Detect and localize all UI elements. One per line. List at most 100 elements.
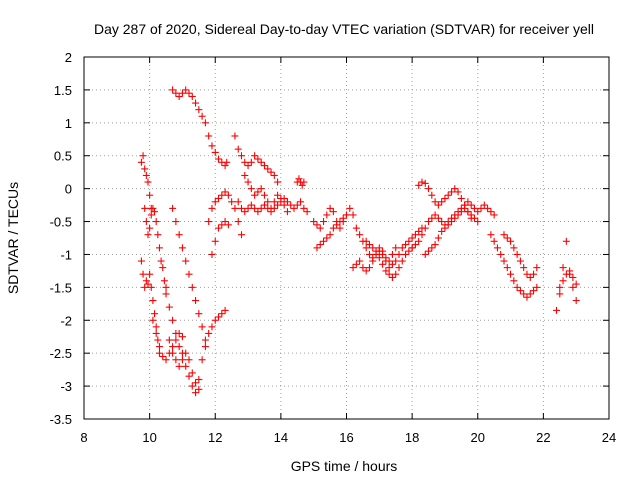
data-point (320, 218, 328, 226)
data-point (234, 198, 242, 206)
data-point (192, 99, 200, 107)
data-point (139, 152, 147, 160)
data-point (137, 158, 145, 166)
data-point (356, 231, 364, 239)
data-point (464, 198, 472, 206)
data-point (264, 165, 272, 173)
data-point (205, 218, 213, 226)
data-point (185, 89, 193, 97)
data-point (431, 241, 439, 249)
data-point (298, 181, 306, 189)
data-point (257, 185, 265, 193)
data-point (405, 237, 413, 245)
data-point (224, 191, 232, 199)
data-point (395, 264, 403, 272)
data-point (211, 316, 219, 324)
data-point (507, 270, 515, 278)
data-point (192, 389, 200, 397)
data-point (223, 158, 231, 166)
data-point (526, 290, 534, 298)
data-point (185, 372, 193, 380)
data-point (388, 273, 396, 281)
data-point (470, 204, 478, 212)
data-point (141, 204, 149, 212)
data-point (530, 270, 538, 278)
x-tick-labels: 8 10 12 14 16 18 20 22 24 (80, 430, 616, 445)
data-point (182, 362, 190, 370)
data-point (169, 349, 177, 357)
data-point (556, 290, 564, 298)
data-point (208, 323, 216, 331)
data-point (365, 250, 373, 258)
data-point (379, 260, 387, 268)
data-point (428, 214, 436, 222)
data-point (154, 231, 162, 239)
data-point (146, 270, 154, 278)
data-point (418, 231, 426, 239)
data-point (398, 244, 406, 252)
data-point (530, 287, 538, 295)
data-point (457, 208, 465, 216)
y-tick-label: 2 (65, 50, 72, 65)
data-point (411, 231, 419, 239)
data-point (444, 221, 452, 229)
data-point (149, 204, 157, 212)
data-point (562, 270, 570, 278)
data-point (169, 204, 177, 212)
data-point (428, 191, 436, 199)
y-tick-label: -3 (60, 379, 72, 394)
data-point (151, 310, 159, 318)
data-point (241, 171, 249, 179)
data-point (356, 257, 364, 265)
data-point (392, 244, 400, 252)
data-point (526, 273, 534, 281)
data-point (323, 234, 331, 242)
data-point (141, 283, 149, 291)
data-point (195, 310, 203, 318)
data-point (247, 158, 255, 166)
data-point (260, 201, 268, 209)
data-point (365, 241, 373, 249)
data-point (516, 257, 524, 265)
data-point (559, 264, 567, 272)
y-tick-label: -2.5 (50, 346, 72, 361)
data-point (280, 201, 288, 209)
data-point (421, 179, 429, 187)
data-point (467, 201, 475, 209)
data-point (283, 198, 291, 206)
data-point (149, 297, 157, 305)
data-point (270, 198, 278, 206)
data-point (159, 352, 167, 360)
data-point (349, 264, 357, 272)
data-point (146, 191, 154, 199)
data-point (323, 211, 331, 219)
data-point (152, 218, 160, 226)
data-point (144, 231, 152, 239)
axis-ticks (83, 56, 610, 420)
data-point (149, 316, 157, 324)
data-point (195, 385, 203, 393)
data-point (559, 277, 567, 285)
data-point (313, 221, 321, 229)
data-point (329, 208, 337, 216)
data-point (402, 241, 410, 249)
data-point (352, 224, 360, 232)
data-point (569, 283, 577, 291)
data-point (238, 152, 245, 160)
x-tick-label: 18 (405, 430, 419, 445)
data-point (487, 231, 495, 239)
data-point (388, 250, 396, 258)
data-point (300, 204, 308, 212)
data-point (336, 218, 344, 226)
data-point (201, 119, 209, 127)
data-point (487, 208, 495, 216)
data-point (165, 336, 173, 344)
data-point (425, 185, 433, 193)
data-point (198, 323, 206, 331)
data-point (467, 211, 475, 219)
data-point (165, 303, 173, 311)
data-point (533, 264, 541, 272)
data-point (392, 257, 400, 265)
data-point (152, 329, 160, 337)
